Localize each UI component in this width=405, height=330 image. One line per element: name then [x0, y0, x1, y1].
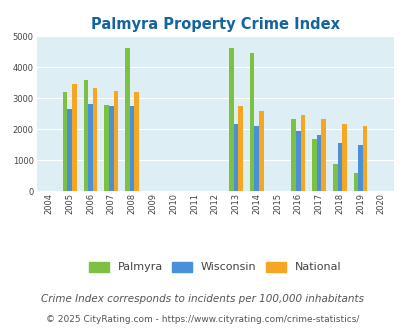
Bar	[341, 124, 346, 191]
Bar	[316, 135, 320, 191]
Bar	[362, 126, 367, 191]
Bar	[353, 173, 358, 191]
Bar	[258, 111, 263, 191]
Bar	[233, 124, 238, 191]
Bar	[109, 106, 113, 191]
Bar	[113, 91, 118, 191]
Bar	[63, 92, 67, 191]
Bar	[254, 126, 258, 191]
Bar	[291, 119, 295, 191]
Bar	[249, 53, 254, 191]
Text: Crime Index corresponds to incidents per 100,000 inhabitants: Crime Index corresponds to incidents per…	[41, 294, 364, 304]
Bar	[311, 139, 316, 191]
Bar	[332, 164, 337, 191]
Bar	[320, 119, 325, 191]
Bar	[337, 143, 341, 191]
Bar	[67, 109, 72, 191]
Bar	[72, 84, 77, 191]
Legend: Palmyra, Wisconsin, National: Palmyra, Wisconsin, National	[86, 258, 343, 276]
Bar	[130, 106, 134, 191]
Bar	[83, 80, 88, 191]
Bar	[134, 92, 139, 191]
Title: Palmyra Property Crime Index: Palmyra Property Crime Index	[90, 17, 339, 32]
Bar	[295, 131, 300, 191]
Bar	[238, 106, 242, 191]
Bar	[88, 104, 93, 191]
Bar	[228, 48, 233, 191]
Bar	[300, 115, 305, 191]
Text: © 2025 CityRating.com - https://www.cityrating.com/crime-statistics/: © 2025 CityRating.com - https://www.city…	[46, 315, 359, 324]
Bar	[93, 88, 97, 191]
Bar	[358, 146, 362, 191]
Bar	[104, 105, 109, 191]
Bar	[125, 48, 130, 191]
